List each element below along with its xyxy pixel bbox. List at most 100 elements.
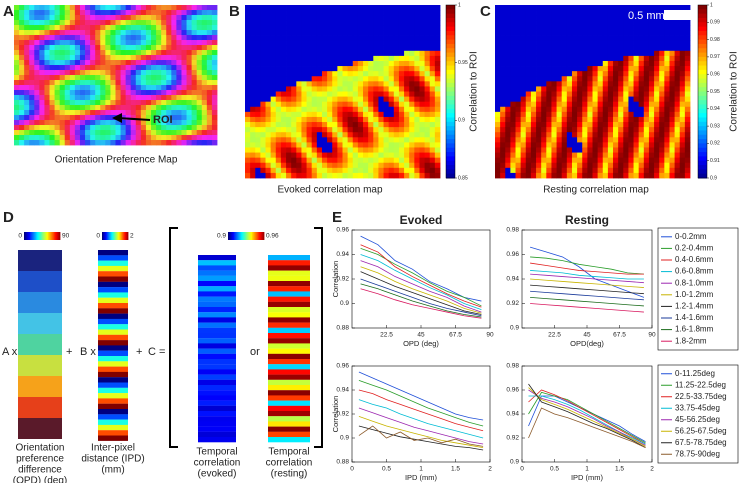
map-pixel <box>74 15 81 21</box>
map-pixel <box>566 91 573 97</box>
map-pixel <box>515 66 522 72</box>
map-pixel <box>120 25 127 31</box>
map-pixel <box>571 96 578 103</box>
map-pixel <box>255 167 261 174</box>
map-pixel <box>383 116 390 123</box>
map-pixel <box>541 111 547 118</box>
map-pixel <box>424 40 431 47</box>
map-pixel <box>551 5 557 11</box>
map-pixel <box>14 15 20 21</box>
map-pixel <box>546 132 552 138</box>
map-pixel <box>265 91 272 97</box>
map-pixel <box>245 81 251 87</box>
map-pixel <box>211 55 218 61</box>
map-pixel <box>255 86 261 92</box>
map-pixel <box>592 106 599 113</box>
map-pixel <box>669 55 676 62</box>
map-pixel <box>409 55 415 62</box>
map-pixel <box>618 101 624 108</box>
map-pixel <box>286 111 292 118</box>
map-pixel <box>54 105 61 111</box>
map-pixel <box>19 105 25 111</box>
map-pixel <box>536 25 542 31</box>
map-pixel <box>556 25 563 31</box>
map-pixel <box>286 172 292 179</box>
map-pixel <box>337 116 343 123</box>
map-pixel <box>151 85 157 91</box>
map-pixel <box>250 116 256 123</box>
map-pixel <box>59 80 66 86</box>
map-pixel <box>79 100 86 106</box>
colorbar-tick-label: 0.99 <box>710 20 720 26</box>
map-pixel <box>280 15 287 21</box>
map-pixel <box>546 147 552 153</box>
map-pixel <box>250 127 256 133</box>
colorbar-band <box>43 232 45 240</box>
map-pixel <box>525 101 532 108</box>
map-pixel <box>613 106 619 113</box>
map-pixel <box>582 152 588 159</box>
map-pixel <box>525 137 532 143</box>
map-pixel <box>347 40 354 47</box>
colorbar-band <box>260 232 262 240</box>
opd-band <box>18 292 62 313</box>
map-pixel <box>515 106 522 113</box>
map-pixel <box>311 5 318 11</box>
map-pixel <box>301 50 307 57</box>
map-pixel <box>196 75 203 81</box>
map-pixel <box>551 116 557 123</box>
map-pixel <box>414 132 420 138</box>
colorbar-band <box>32 232 34 240</box>
map-pixel <box>628 132 634 138</box>
map-pixel <box>250 111 256 118</box>
map-pixel <box>352 152 359 159</box>
map-pixel <box>643 5 650 11</box>
map-pixel <box>130 120 137 126</box>
map-pixel <box>424 167 431 174</box>
map-pixel <box>211 140 218 146</box>
map-pixel <box>311 122 318 128</box>
map-pixel <box>316 25 323 31</box>
map-pixel <box>393 147 400 153</box>
map-pixel <box>44 130 50 136</box>
map-pixel <box>582 91 588 97</box>
map-pixel <box>530 81 537 87</box>
map-pixel <box>383 106 390 113</box>
map-pixel <box>500 55 506 62</box>
map-pixel <box>551 157 557 164</box>
map-pixel <box>39 10 45 16</box>
map-pixel <box>633 132 640 138</box>
map-pixel <box>265 71 272 77</box>
map-pixel <box>530 55 537 62</box>
map-pixel <box>505 172 511 179</box>
map-pixel <box>515 116 522 123</box>
map-pixel <box>368 167 374 174</box>
map-pixel <box>654 30 660 36</box>
map-pixel <box>59 130 66 136</box>
map-pixel <box>265 86 272 92</box>
resting-band <box>268 426 310 432</box>
map-pixel <box>166 80 172 86</box>
map-pixel <box>337 40 343 47</box>
legend-label: 45-56.25deg <box>675 415 720 424</box>
evoked-band <box>198 260 236 266</box>
map-pixel <box>286 101 292 108</box>
map-pixel <box>424 132 431 138</box>
map-pixel <box>618 45 624 52</box>
map-pixel <box>337 25 343 31</box>
map-pixel <box>510 71 516 77</box>
map-pixel <box>388 45 395 52</box>
series-line <box>528 389 646 446</box>
map-pixel <box>357 86 364 92</box>
map-pixel <box>571 127 578 133</box>
map-pixel <box>674 137 681 143</box>
map-pixel <box>24 30 30 36</box>
y-tick-label: 0.88 <box>336 325 349 332</box>
map-pixel <box>245 127 251 133</box>
map-pixel <box>59 50 66 56</box>
map-pixel <box>643 66 650 72</box>
map-pixel <box>54 70 61 76</box>
map-pixel <box>434 25 441 31</box>
map-pixel <box>337 71 343 77</box>
map-pixel <box>95 65 101 71</box>
